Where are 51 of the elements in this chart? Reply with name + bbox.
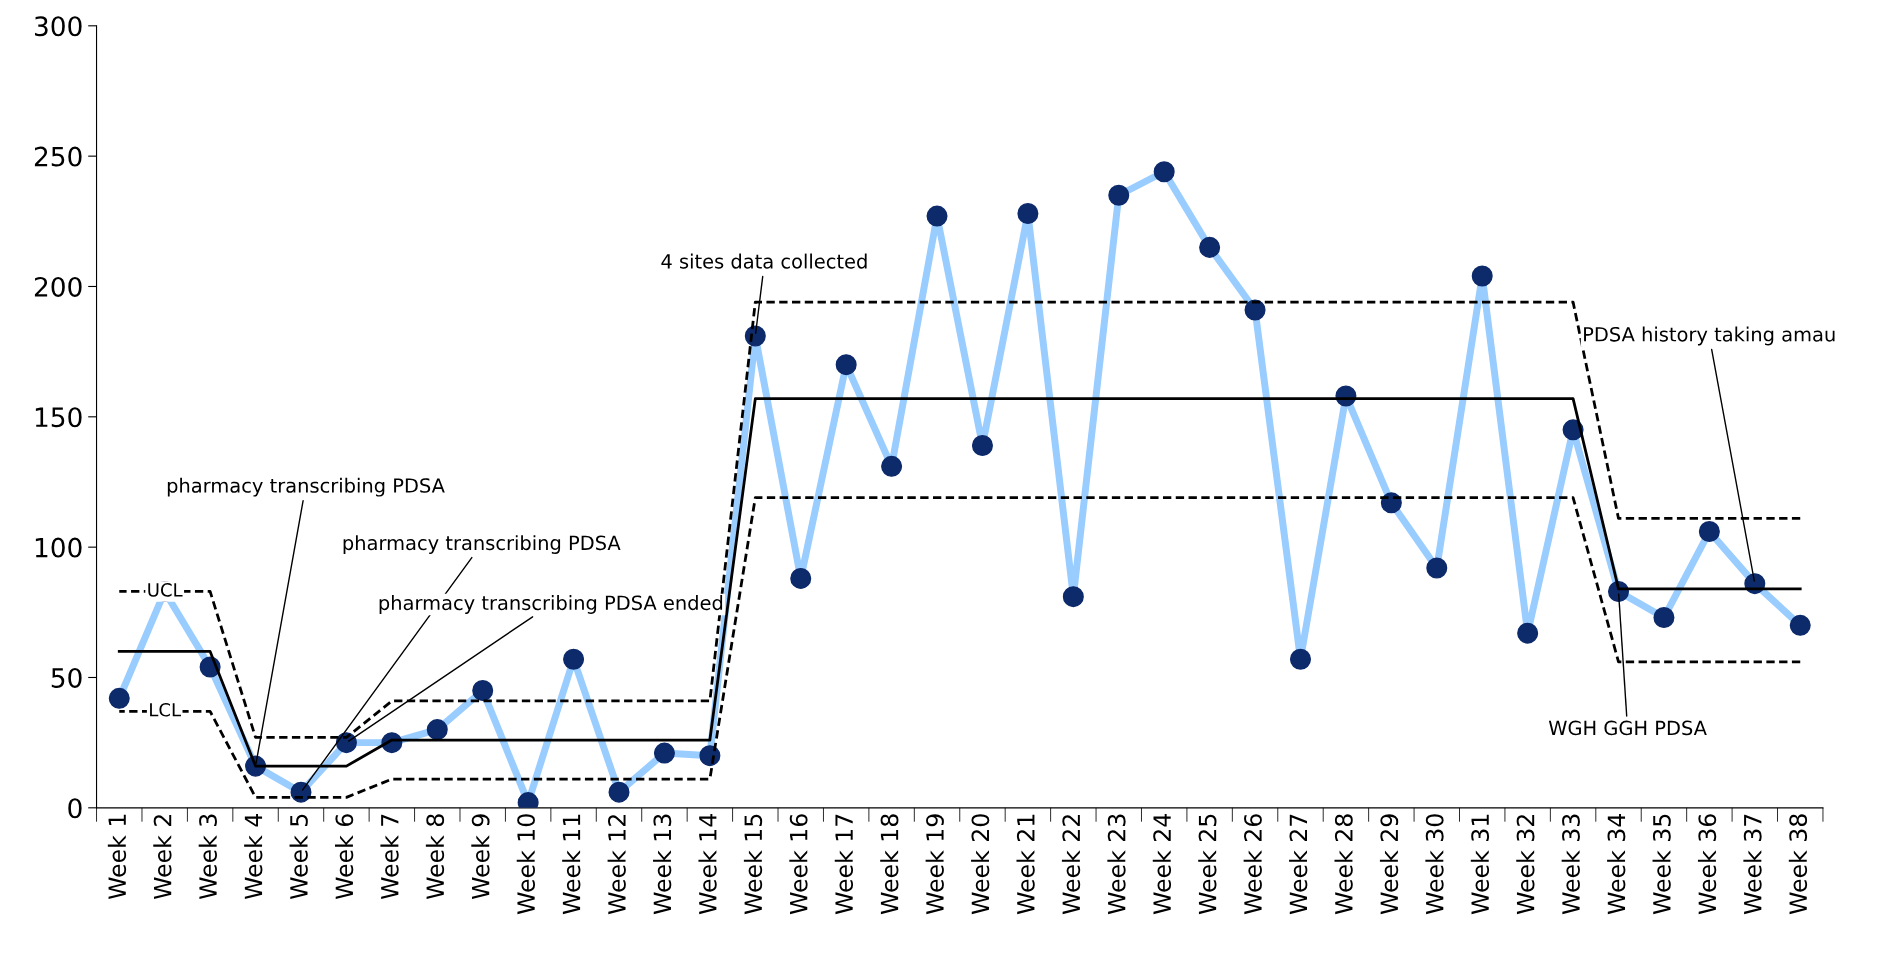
x-tick-label: Week 37 — [1743, 814, 1762, 915]
x-tick-label: Week 26 — [1243, 814, 1262, 915]
x-tick-label: Week 33 — [1561, 814, 1580, 915]
x-tick-label: Week 18 — [880, 814, 899, 915]
annotation: PDSA history taking amau — [1584, 326, 1835, 346]
x-tick-label: Week 13 — [653, 814, 672, 915]
x-tick-label: Week 28 — [1334, 814, 1353, 915]
x-tick-label: Week 21 — [1016, 814, 1035, 915]
x-tick-label: Week 2 — [153, 815, 172, 900]
x-tick-label: Week 29 — [1379, 814, 1399, 915]
annotation: pharmacy transcribing PDSA — [167, 477, 445, 497]
y-tick-label: 0 — [68, 798, 82, 819]
y-tick-label: 50 — [51, 667, 82, 688]
x-tick-label: Week 10 — [516, 814, 535, 915]
x-tick-label: Week 15 — [743, 814, 763, 915]
y-tick-label: 200 — [34, 276, 82, 297]
x-tick-label: Week 1 — [107, 814, 127, 900]
x-tick-label: Week 5 — [289, 814, 308, 900]
x-tick-label: Week 11 — [562, 814, 581, 915]
annotation: pharmacy transcribing PDSA ended — [379, 595, 723, 614]
annotation: 4 sites data collected — [661, 253, 867, 269]
x-tick-label: Week 8 — [425, 814, 445, 900]
x-tick-label: Week 31 — [1470, 814, 1490, 915]
x-tick-label: Week 6 — [334, 814, 354, 900]
x-tick-label: Week 36 — [1697, 814, 1717, 915]
x-tick-label: Week 22 — [1061, 815, 1081, 915]
x-tick-label: Week 9 — [471, 814, 490, 900]
x-tick-label: Week 38 — [1788, 814, 1808, 915]
x-tick-label: Week 17 — [834, 814, 854, 915]
x-tick-label: Week 4 — [244, 814, 263, 900]
annotation: pharmacy transcribing PDSA — [343, 535, 621, 554]
x-tick-label: Week 20 — [971, 814, 990, 915]
x-tick-label: Week 23 — [1107, 814, 1126, 915]
y-tick-label: 100 — [35, 537, 82, 558]
x-tick-label: Week 14 — [698, 814, 717, 915]
y-tick-label: 250 — [34, 146, 82, 167]
x-tick-label: Week 12 — [607, 815, 626, 915]
y-tick-label: 150 — [35, 407, 82, 428]
x-tick-label: Week 34 — [1607, 814, 1626, 915]
x-tick-label: Week 32 — [1516, 815, 1535, 915]
x-tick-label: Week 7 — [380, 814, 399, 900]
x-tick-label: Week 25 — [1198, 814, 1217, 915]
x-tick-label: Week 3 — [198, 814, 217, 900]
x-tick-label: Week 24 — [1152, 814, 1172, 915]
x-tick-label: Week 16 — [789, 814, 808, 915]
x-tick-label: Week 27 — [1289, 814, 1308, 915]
y-tick-label: 300 — [34, 16, 82, 37]
x-tick-label: Week 30 — [1425, 814, 1444, 915]
annotation: WGH GGH PDSA — [1548, 720, 1707, 736]
x-tick-label: Week 35 — [1652, 814, 1671, 915]
x-tick-label: Week 19 — [925, 814, 944, 915]
